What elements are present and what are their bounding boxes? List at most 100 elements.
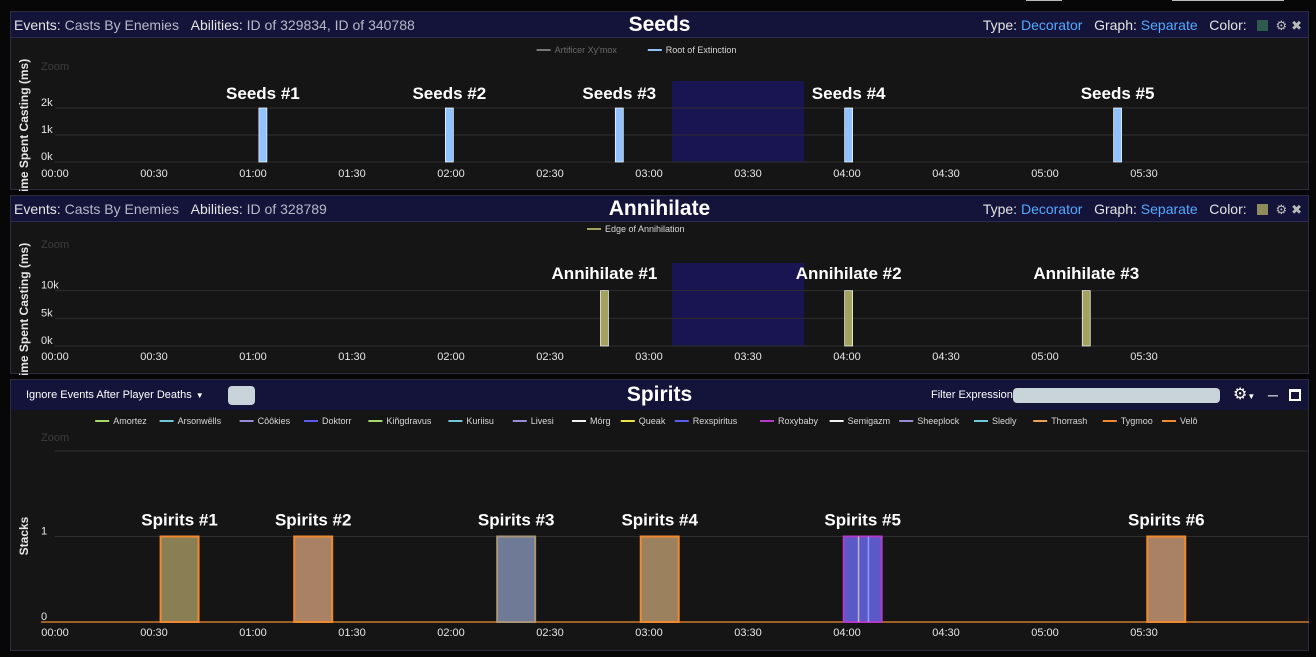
legend-entry: Mórg bbox=[590, 416, 611, 426]
legend-entry: Kuriisu bbox=[466, 416, 494, 426]
y-tick-label: 1k bbox=[41, 124, 53, 136]
gear-dropdown-icon[interactable]: ⚙▼ bbox=[1233, 386, 1256, 403]
x-tick-label: 04:30 bbox=[932, 168, 960, 180]
spirits-chart[interactable]: 0 1 Zoom Stacks 00:00 00:30 01:00 01:30 02:00 02:… bbox=[11, 410, 1310, 650]
spirits-panel: Ignore Events After Player Deaths ▼ Spiri… bbox=[10, 379, 1309, 651]
cast-bar bbox=[614, 107, 624, 163]
x-tick-label: 01:00 bbox=[239, 627, 267, 639]
stack-bar bbox=[159, 535, 200, 623]
x-tick-label: 04:00 bbox=[833, 627, 861, 639]
type-link[interactable]: Decorator bbox=[1020, 201, 1083, 217]
graph-link[interactable]: Separate bbox=[1140, 201, 1198, 217]
x-tick-label: 01:00 bbox=[239, 351, 267, 363]
bar-label: Seeds #3 bbox=[582, 84, 656, 103]
gear-icon[interactable]: ⚙ bbox=[1275, 202, 1288, 217]
color-swatch[interactable] bbox=[1256, 20, 1268, 31]
top-indicator-line bbox=[1172, 0, 1284, 1]
abilities-label: Abilities: bbox=[190, 201, 243, 217]
cast-bar bbox=[844, 107, 854, 163]
abilities-label: Abilities: bbox=[190, 17, 243, 33]
events-value[interactable]: Casts By Enemies bbox=[64, 201, 179, 217]
stack-bar bbox=[842, 535, 883, 623]
x-tick-label: 03:30 bbox=[734, 168, 762, 180]
color-swatch[interactable] bbox=[1256, 204, 1268, 215]
legend-entry: Root of Extinction bbox=[666, 45, 737, 55]
minimize-icon[interactable]: ─ bbox=[1268, 387, 1278, 403]
x-tick-label: 05:30 bbox=[1130, 627, 1158, 639]
bar-label: Seeds #4 bbox=[812, 84, 886, 103]
bar-label: Annihilate #3 bbox=[1033, 264, 1139, 283]
x-tick-label: 01:00 bbox=[239, 168, 267, 180]
x-tick-label: 04:00 bbox=[833, 351, 861, 363]
bar-label: Seeds #1 bbox=[226, 84, 300, 103]
bar-label: Spirits #6 bbox=[1128, 511, 1205, 530]
cast-bar bbox=[1113, 107, 1122, 163]
graph-link[interactable]: Separate bbox=[1140, 17, 1198, 33]
seeds-panel: Events: Casts By Enemies Abilities: ID o… bbox=[10, 11, 1310, 191]
toggle-switch[interactable] bbox=[228, 386, 255, 405]
filter-expression-input[interactable] bbox=[1013, 388, 1220, 403]
type-link[interactable]: Decorator bbox=[1020, 17, 1083, 33]
x-tick-label: 04:30 bbox=[932, 627, 960, 639]
legend-entry: Côôkies bbox=[258, 416, 291, 426]
gear-icon[interactable]: ⚙ bbox=[1275, 18, 1288, 33]
bar-label: Spirits #2 bbox=[275, 511, 352, 530]
x-tick-label: 03:00 bbox=[635, 168, 663, 180]
y-tick-label: 10k bbox=[41, 280, 59, 292]
color-label: Color: bbox=[1209, 201, 1247, 217]
x-tick-label: 02:00 bbox=[437, 351, 465, 363]
x-tick-label: 03:30 bbox=[734, 627, 762, 639]
cast-bar bbox=[844, 290, 854, 347]
y-axis-label: Stacks bbox=[17, 516, 31, 555]
events-value[interactable]: Casts By Enemies bbox=[64, 17, 179, 33]
close-icon[interactable]: ✖ bbox=[1291, 18, 1302, 33]
annihilate-panel-header: Events: Casts By Enemies Abilities: ID o… bbox=[11, 196, 1308, 222]
stack-bar bbox=[639, 535, 680, 623]
close-icon[interactable]: ✖ bbox=[1291, 202, 1302, 217]
x-tick-label: 00:30 bbox=[140, 351, 168, 363]
y-tick-label: 5k bbox=[41, 307, 53, 319]
x-tick-label: 00:30 bbox=[140, 168, 168, 180]
x-tick-label: 02:30 bbox=[536, 351, 564, 363]
legend-entry: Semigazm bbox=[848, 416, 891, 426]
bar-label: Annihilate #2 bbox=[796, 264, 902, 283]
legend-entry: Livesi bbox=[531, 416, 554, 426]
filter-label: Filter Expression: bbox=[931, 389, 1016, 401]
legend-entry: Thorrash bbox=[1051, 416, 1087, 426]
graph-label: Graph: bbox=[1094, 17, 1137, 33]
type-label: Type: bbox=[982, 201, 1018, 217]
legend-entry: Amortez bbox=[113, 416, 147, 426]
x-tick-label: 03:30 bbox=[734, 351, 762, 363]
stack-bar bbox=[293, 535, 334, 623]
legend-entry: Artificer Xy'mox bbox=[555, 45, 618, 55]
x-tick-label: 04:30 bbox=[932, 351, 960, 363]
y-tick-label: 0k bbox=[41, 335, 53, 347]
legend-entry: Kiñgdravus bbox=[386, 416, 432, 426]
annihilate-chart[interactable]: 0k 5k 10k Zoom Time Spent Casting (ms) 00:00 0… bbox=[11, 223, 1310, 375]
seeds-panel-header: Events: Casts By Enemies Abilities: ID o… bbox=[11, 12, 1308, 38]
x-tick-label: 03:00 bbox=[635, 627, 663, 639]
maximize-icon[interactable] bbox=[1289, 389, 1301, 401]
abilities-value[interactable]: ID of 328789 bbox=[246, 201, 327, 217]
abilities-value[interactable]: ID of 329834, ID of 340788 bbox=[246, 17, 415, 33]
legend-entry: Queak bbox=[639, 416, 666, 426]
y-tick-label: 0 bbox=[41, 611, 47, 623]
x-tick-label: 05:30 bbox=[1130, 168, 1158, 180]
x-tick-label: 05:00 bbox=[1031, 627, 1059, 639]
highlight-band bbox=[672, 263, 805, 346]
x-tick-label: 02:00 bbox=[437, 168, 465, 180]
cast-bar bbox=[445, 107, 454, 163]
bar-label: Spirits #5 bbox=[824, 511, 901, 530]
zoom-label: Zoom bbox=[41, 239, 69, 251]
legend-entry: Velô bbox=[1180, 416, 1198, 426]
bar-label: Spirits #1 bbox=[141, 511, 218, 530]
cast-bar bbox=[600, 290, 609, 347]
y-axis-label: Time Spent Casting (ms) bbox=[17, 243, 31, 375]
dropdown-label: Ignore Events After Player Deaths bbox=[26, 389, 192, 401]
x-tick-label: 02:00 bbox=[437, 627, 465, 639]
bar-label: Seeds #2 bbox=[412, 84, 486, 103]
x-tick-label: 03:00 bbox=[635, 351, 663, 363]
bar-label: Spirits #3 bbox=[478, 511, 555, 530]
seeds-chart[interactable]: 0k 1k 2k Zoom Time Spent Casting (ms) 00:00 00… bbox=[11, 39, 1310, 191]
ignore-deaths-dropdown[interactable]: Ignore Events After Player Deaths ▼ bbox=[26, 380, 204, 411]
